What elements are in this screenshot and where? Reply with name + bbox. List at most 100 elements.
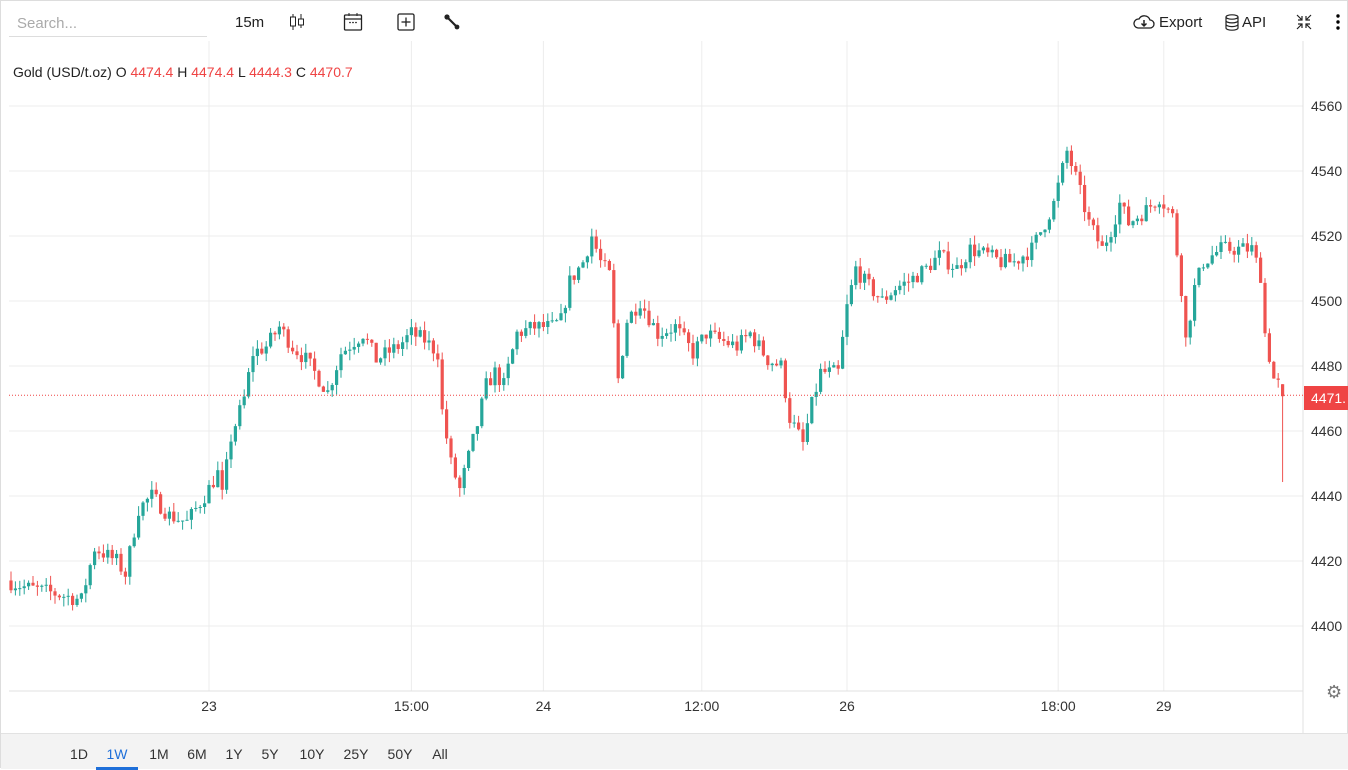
candle-down: [616, 323, 620, 379]
candle-down: [929, 265, 933, 270]
candle-down: [1008, 253, 1012, 263]
candle-up: [757, 340, 761, 347]
candle-up: [841, 336, 845, 369]
candle-down: [440, 359, 444, 410]
candle-down: [110, 549, 114, 559]
range-button-50y[interactable]: 50Y: [387, 746, 413, 762]
candle-down: [783, 360, 787, 399]
price-chart[interactable]: [1, 41, 1348, 733]
candle-up: [379, 358, 383, 363]
candle-up: [255, 348, 259, 357]
range-button-1w[interactable]: 1W: [96, 746, 138, 770]
candle-down: [823, 368, 827, 372]
collapse-icon[interactable]: [1295, 9, 1313, 35]
candlestick-type-icon[interactable]: [289, 9, 305, 35]
export-button[interactable]: Export: [1133, 9, 1202, 35]
candle-up: [264, 346, 268, 354]
candle-up: [229, 441, 233, 460]
candle-up: [669, 332, 673, 334]
candle-up: [150, 489, 154, 499]
candle-up: [409, 327, 413, 336]
x-axis-tick-label: 26: [839, 698, 855, 714]
range-button-all[interactable]: All: [432, 746, 448, 762]
candle-down: [704, 334, 708, 339]
candle-down: [1276, 378, 1280, 380]
candle-up: [968, 244, 972, 263]
candle-down: [431, 340, 435, 354]
open-value: 4474.4: [130, 64, 174, 80]
api-button[interactable]: API: [1225, 9, 1266, 35]
candle-down: [603, 260, 607, 262]
candle-down: [497, 367, 501, 386]
range-button-1d[interactable]: 1D: [70, 746, 88, 762]
candle-down: [871, 279, 875, 297]
candle-up: [854, 266, 858, 286]
candle-up: [1193, 285, 1197, 321]
candle-down: [260, 348, 264, 354]
search-input[interactable]: [9, 11, 207, 37]
candle-up: [62, 596, 66, 598]
range-button-1y[interactable]: 1Y: [225, 746, 243, 762]
candle-up: [1131, 221, 1135, 226]
candle-up: [238, 405, 242, 427]
candle-down: [722, 338, 726, 342]
interval-selector[interactable]: 15m: [235, 13, 265, 31]
candle-up: [819, 368, 823, 392]
candle-up: [418, 330, 422, 337]
candle-up: [13, 588, 17, 591]
range-button-1m[interactable]: 1M: [149, 746, 169, 762]
calendar-icon[interactable]: [343, 9, 363, 35]
settings-gear-icon[interactable]: ⚙: [1326, 682, 1343, 702]
more-options-icon[interactable]: [1335, 9, 1341, 35]
candle-down: [1245, 243, 1249, 252]
candle-down: [1259, 257, 1263, 283]
close-label: C: [295, 64, 306, 80]
candle-up: [625, 322, 629, 356]
candle-up: [145, 498, 149, 503]
candle-down: [71, 595, 75, 606]
range-button-6m[interactable]: 6M: [187, 746, 207, 762]
candle-down: [31, 582, 35, 586]
candle-up: [546, 321, 550, 327]
wrench-icon[interactable]: [443, 9, 461, 35]
candle-up: [1056, 182, 1060, 201]
candle-down: [1127, 206, 1131, 226]
candle-up: [1223, 241, 1227, 243]
candle-up: [515, 331, 519, 350]
candle-up: [792, 422, 796, 424]
add-indicator-icon[interactable]: [397, 9, 415, 35]
candle-up: [392, 344, 396, 353]
candle-down: [1096, 225, 1100, 242]
candle-up: [502, 378, 506, 386]
candle-up: [1065, 150, 1069, 163]
candle-down: [858, 266, 862, 283]
candle-up: [189, 508, 193, 520]
candle-down: [541, 322, 545, 327]
range-button-25y[interactable]: 25Y: [343, 746, 369, 762]
candle-down: [1025, 256, 1029, 261]
candle-down: [797, 422, 801, 430]
candle-down: [163, 513, 167, 519]
candle-up: [84, 585, 88, 594]
candle-up: [330, 384, 334, 391]
candle-up: [1215, 251, 1219, 256]
candle-up: [115, 553, 119, 559]
candle-down: [713, 330, 717, 332]
range-button-5y[interactable]: 5Y: [261, 746, 279, 762]
candle-down: [1017, 261, 1021, 264]
candle-down: [643, 308, 647, 311]
candle-up: [673, 324, 677, 333]
candle-up: [506, 363, 510, 379]
x-axis-tick-label: 29: [1156, 698, 1172, 714]
candle-down: [35, 585, 39, 587]
candle-down: [691, 343, 695, 359]
candle-down: [876, 296, 880, 298]
range-button-10y[interactable]: 10Y: [299, 746, 325, 762]
candle-up: [1003, 253, 1007, 268]
candle-down: [744, 335, 748, 337]
candle-up: [326, 390, 330, 392]
candle-down: [282, 326, 286, 330]
candle-up: [779, 360, 783, 366]
candle-down: [414, 327, 418, 337]
candle-up: [44, 584, 48, 586]
